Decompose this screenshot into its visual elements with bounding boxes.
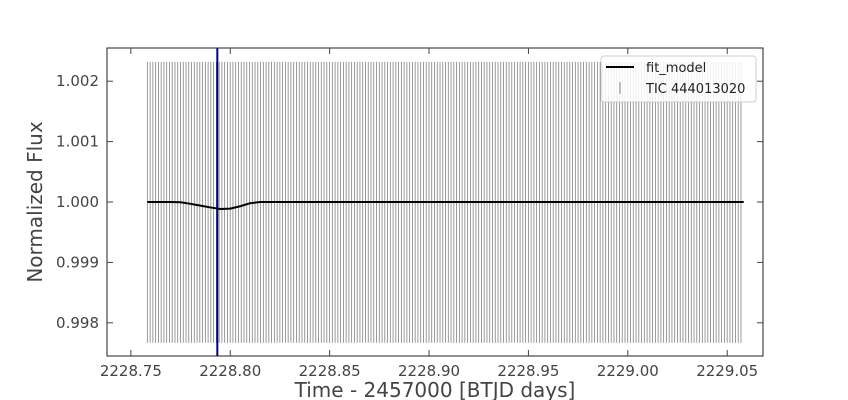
legend-label-tic: TIC 444013020 — [645, 82, 745, 97]
axis-ticks: 2228.75 2228.80 2228.85 2228.90 2228.95 2229.… — [56, 48, 763, 380]
x-tick-label: 2229.00 — [597, 362, 659, 380]
x-tick-label: 2229.05 — [696, 362, 758, 380]
y-tick-label: 0.998 — [56, 314, 99, 332]
y-tick-label: 1.001 — [56, 133, 99, 151]
legend-box — [600, 55, 757, 103]
x-tick-label: 2228.90 — [398, 362, 460, 380]
y-tick-label: 0.999 — [56, 253, 99, 271]
x-tick-label: 2228.95 — [497, 362, 559, 380]
x-tick-label: 2228.75 — [100, 362, 162, 380]
y-tick-label: 1.002 — [56, 72, 99, 90]
legend-label-fit-model: fit_model — [646, 61, 706, 76]
x-tick-label: 2228.85 — [299, 362, 361, 380]
fit-model-line — [147, 201, 744, 210]
y-axis-label: Normalized Flux — [23, 121, 47, 283]
model-layer — [147, 201, 744, 210]
x-axis-label: Time - 2457000 [BTJD days] — [294, 378, 576, 400]
y-tick-label: 1.000 — [56, 193, 99, 211]
x-tick-label: 2228.80 — [199, 362, 261, 380]
legend: fit_model TIC 444013020 — [600, 55, 757, 103]
